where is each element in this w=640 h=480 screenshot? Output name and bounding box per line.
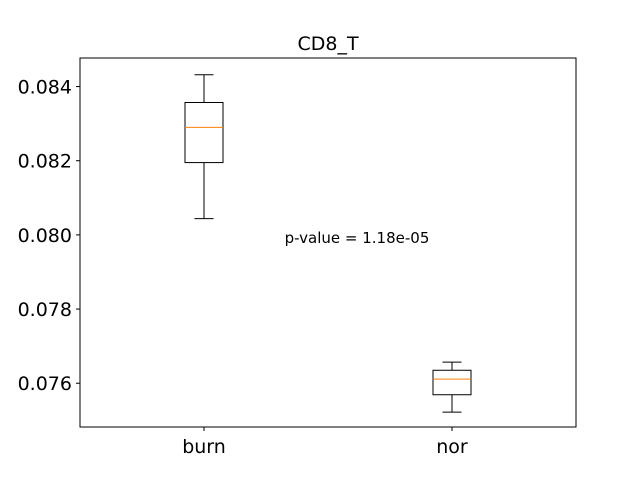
- y-tick-label: 0.076: [18, 373, 72, 395]
- y-tick-label: 0.080: [18, 225, 72, 247]
- box-burn: [184, 74, 224, 220]
- iqr-box: [432, 369, 472, 396]
- boxplot-series: [184, 74, 472, 413]
- x-tick-label: burn: [182, 436, 226, 458]
- box-nor: [432, 361, 472, 413]
- x-axis: burn nor: [182, 427, 468, 458]
- p-value-annotation: p-value = 1.18e-05: [285, 229, 430, 247]
- y-tick-label: 0.084: [18, 77, 72, 99]
- y-tick-label: 0.082: [18, 151, 72, 173]
- plot-area-frame: [79, 57, 577, 428]
- iqr-box: [184, 102, 224, 164]
- x-tick-label: nor: [436, 436, 468, 458]
- chart-title: CD8_T: [297, 33, 358, 55]
- y-tick-label: 0.078: [18, 299, 72, 321]
- y-axis: 0.076 0.078 0.080 0.082 0.084: [18, 77, 80, 395]
